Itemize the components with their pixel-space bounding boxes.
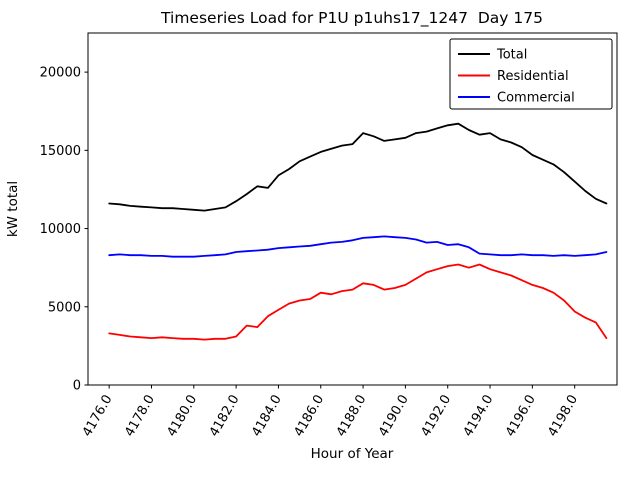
legend-label-commercial: Commercial	[497, 91, 575, 106]
legend: Total Residential Commercial	[449, 38, 613, 110]
legend-label-residential: Residential	[497, 69, 569, 84]
y-tick-label: 5000	[48, 300, 81, 315]
y-tick-label: 10000	[40, 222, 81, 237]
x-axis-label: Hour of Year	[311, 446, 394, 462]
chart-title: Timeseries Load for P1U p1uhs17_1247 Day…	[160, 9, 543, 28]
series-line-total	[108, 122, 608, 212]
y-tick-label: 15000	[40, 144, 81, 159]
legend-box	[449, 38, 613, 110]
y-axis-label: kW total	[5, 181, 21, 237]
legend-label-total: Total	[496, 48, 527, 63]
y-tick-label: 20000	[40, 66, 81, 81]
series-line-commercial	[108, 235, 608, 258]
series-line-residential	[108, 263, 608, 341]
plot-border	[87, 32, 618, 386]
y-tick-label: 0	[73, 379, 81, 394]
